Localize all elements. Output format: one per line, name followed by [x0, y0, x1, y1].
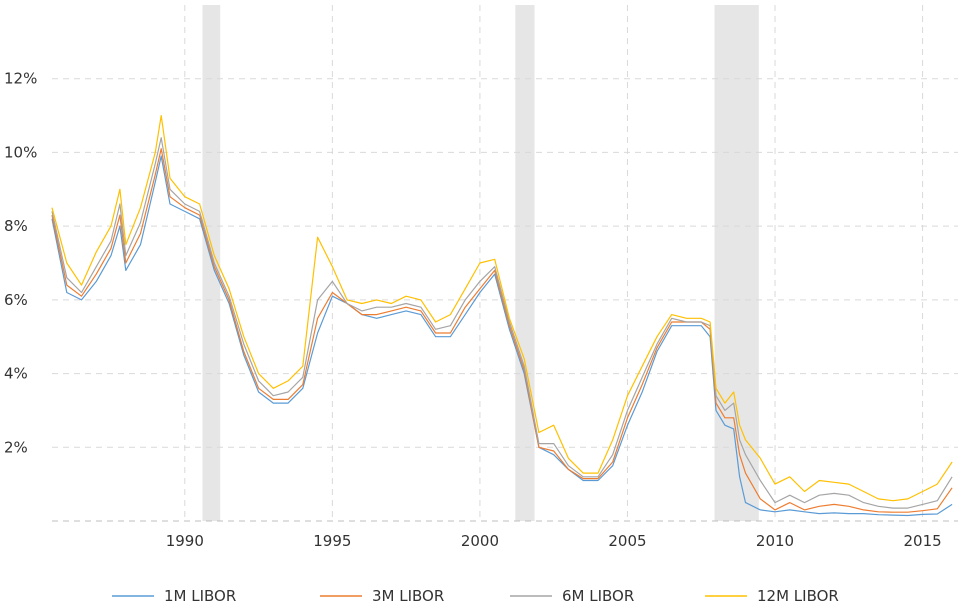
legend-label: 3M LIBOR [372, 587, 444, 605]
series-line-6m-libor [51, 137, 953, 509]
y-tick-label: 2% [4, 438, 28, 456]
legend-item-12m-libor[interactable]: 12M LIBOR [705, 587, 839, 605]
legend-item-6m-libor[interactable]: 6M LIBOR [510, 587, 634, 605]
x-tick-label: 2015 [903, 532, 941, 550]
y-tick-label: 10% [4, 143, 37, 161]
recession-band-2 [515, 5, 535, 521]
legend-label: 1M LIBOR [164, 587, 236, 605]
y-tick-label: 12% [4, 70, 37, 88]
x-tick-label: 1990 [166, 532, 204, 550]
grid [52, 5, 958, 522]
series-lines [51, 114, 953, 517]
recession-band-3 [714, 5, 759, 521]
x-tick-label: 2010 [756, 532, 794, 550]
series-line-3m-libor [51, 148, 953, 513]
series-line-12m-libor [51, 114, 953, 502]
x-tick-label: 2000 [461, 532, 499, 550]
recession-band-1 [202, 5, 221, 521]
x-axis-ticks: 1990 1995 2000 2005 2010 2015 [166, 532, 942, 550]
y-tick-label: 8% [4, 217, 28, 235]
y-tick-label: 6% [4, 291, 28, 309]
y-axis-ticks: 2% 4% 6% 8% 10% 12% [4, 70, 37, 457]
x-tick-label: 1995 [313, 532, 351, 550]
legend-label: 12M LIBOR [757, 587, 839, 605]
series-line-1m-libor [51, 155, 953, 517]
legend-label: 6M LIBOR [562, 587, 634, 605]
legend-item-1m-libor[interactable]: 1M LIBOR [112, 587, 236, 605]
legend-item-3m-libor[interactable]: 3M LIBOR [320, 587, 444, 605]
y-tick-label: 4% [4, 365, 28, 383]
x-tick-label: 2005 [608, 532, 646, 550]
legend: 1M LIBOR 3M LIBOR 6M LIBOR 12M LIBOR [112, 587, 839, 605]
